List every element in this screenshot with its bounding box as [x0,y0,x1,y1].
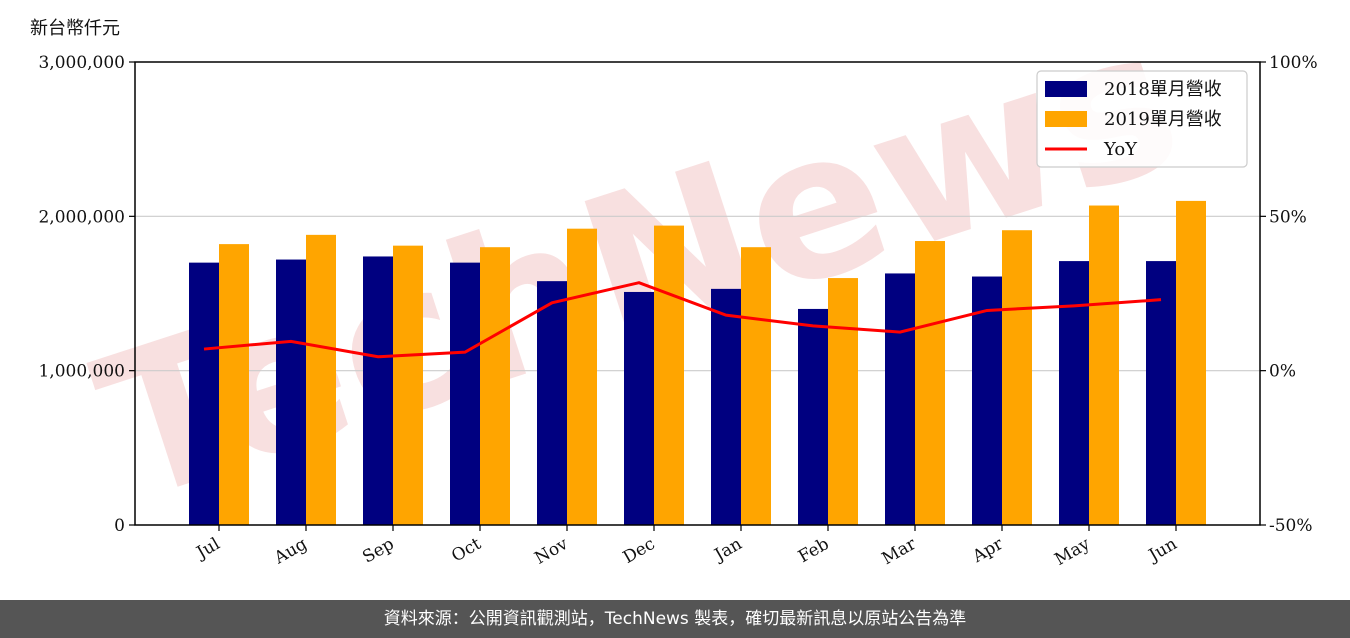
bar-2018 [189,262,219,525]
bar-2019 [567,228,597,525]
x-tick-label: Oct [448,534,484,567]
bar-2019 [828,278,858,525]
x-tick-label: Jun [1144,534,1181,567]
left-tick-label: 3,000,000 [38,53,125,73]
bar-2019 [741,247,771,525]
legend-item-yoy-label: YoY [1103,139,1138,160]
right-tick-label: -50% [1269,516,1313,536]
revenue-chart: TechNews01,000,0002,000,0003,000,000-50%… [38,0,1318,570]
legend-item-2018-swatch [1045,81,1087,97]
bar-2018 [276,259,306,525]
x-tick-label: Dec [620,534,659,568]
bar-2019 [915,241,945,525]
bar-2019 [306,234,336,525]
bar-2019 [1089,205,1119,525]
bar-2018 [885,273,915,525]
left-tick-label: 2,000,000 [38,207,125,227]
x-tick-label: Jan [710,534,746,566]
bar-2018 [798,308,828,525]
left-tick-label: 1,000,000 [38,362,125,382]
left-tick-label: 0 [114,516,125,536]
x-tick-label: Feb [795,534,833,567]
legend-item-2018-label: 2018單月營收 [1104,79,1222,100]
source-footer: 資料來源：公開資訊觀測站，TechNews 製表，確切最新訊息以原站公告為準 [0,600,1350,638]
x-tick-label: Aug [270,534,311,569]
bar-2019 [654,225,684,526]
bar-2019 [1002,230,1032,525]
legend-box [1036,70,1248,168]
legend: 2018單月營收 2019單月營收 YoY [1036,70,1248,168]
x-tick-label: Sep [359,534,397,568]
right-tick-label: 100% [1269,53,1318,73]
y-axis-unit-label: 新台幣仟元 [30,18,120,39]
bar-2019 [480,247,510,525]
x-tick-label: May [1051,534,1094,570]
bar-2019 [219,244,249,525]
bar-2018 [624,291,654,525]
bar-2018 [972,276,1002,525]
x-tick-label: Jul [192,534,224,564]
bar-2019 [1176,200,1206,525]
legend-item-2019-swatch [1045,111,1087,127]
bar-2018 [450,262,480,525]
bar-2018 [363,256,393,525]
x-tick-label: Nov [531,534,571,569]
bar-2019 [393,245,423,525]
bar-2018 [711,288,741,525]
legend-item-2019-label: 2019單月營收 [1104,109,1222,130]
right-tick-label: 0% [1269,362,1296,382]
x-tick-label: Mar [879,534,921,570]
bar-2018 [1146,261,1176,525]
right-tick-label: 50% [1269,207,1307,227]
bar-2018 [537,281,567,525]
bar-2018 [1059,261,1089,525]
x-tick-label: Apr [969,534,1008,568]
plot-frame [134,61,1261,526]
yoy-line [203,281,1162,359]
